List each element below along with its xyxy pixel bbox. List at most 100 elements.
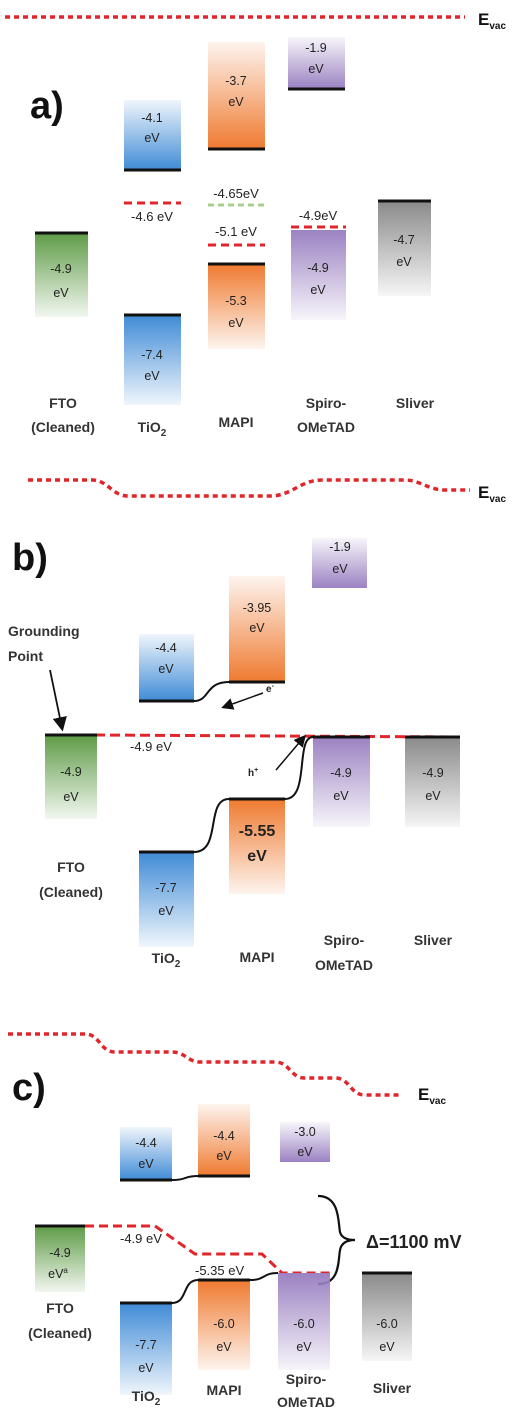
panel-label: a) — [30, 85, 64, 127]
delta-label: Δ=1100 mV — [366, 1232, 462, 1252]
spiro-lumo-unit: eV — [297, 1145, 313, 1159]
tio2-lumo-unit: eV — [144, 131, 160, 145]
spiro-homo-value: -4.9 — [307, 261, 329, 275]
silver-box — [362, 1273, 412, 1361]
tio2-lumo-value: -4.4 — [155, 641, 177, 655]
fermi-level-line — [94, 733, 461, 739]
mapi-fermi-label: -5.1 eV — [215, 224, 257, 239]
spiro-sublabel: OMeTAD — [297, 419, 355, 435]
spiro-fermi-label: -4.9eV — [299, 208, 338, 223]
spiro-homo-value: -4.9 — [330, 766, 352, 780]
mapi-homo-box — [198, 1280, 250, 1370]
spiro-lumo-box — [280, 1122, 330, 1162]
mapi-homo-value: -5.55 — [239, 823, 276, 840]
fto-box — [35, 1226, 85, 1292]
fto-sublabel: (Cleaned) — [39, 884, 103, 900]
tio2-homo-value: -7.7 — [155, 881, 177, 895]
spiro-lumo-box — [288, 37, 345, 89]
panel-label: b) — [12, 537, 48, 579]
fto-unit: eVa — [48, 1266, 68, 1281]
grounding-label: Grounding — [8, 623, 80, 639]
tio2-lumo-box — [124, 100, 181, 170]
silver-value: -4.7 — [393, 233, 415, 247]
mapi-lumo-value: -3.95 — [243, 601, 272, 615]
spiro-lumo-value: -1.9 — [305, 41, 327, 55]
silver-box — [378, 201, 431, 296]
grounding-arrow — [49, 669, 67, 732]
mapi-green-label: -4.65eV — [213, 186, 259, 201]
spiro-homo-box — [313, 737, 370, 827]
spiro-homo-value: -6.0 — [293, 1317, 315, 1331]
silver-value: -4.9 — [422, 766, 444, 780]
spiro-homo-unit: eV — [310, 283, 326, 297]
mapi-label: MAPI — [240, 949, 275, 965]
spiro-lumo-value: -3.0 — [294, 1125, 316, 1139]
mapi-lumo-box — [229, 576, 285, 682]
fto-value: -4.9 — [60, 765, 82, 779]
evac-label: Evac — [478, 483, 506, 505]
mapi-homo-box — [229, 799, 285, 894]
tio2-lumo-unit: eV — [138, 1157, 154, 1171]
tio2-lumo-unit: eV — [158, 662, 174, 676]
mapi-label: MAPI — [207, 1382, 242, 1398]
panel-b: Evac b) Grounding Point -1.9 eV -3.95 eV… — [8, 478, 506, 973]
spiro-lumo-unit: eV — [332, 562, 348, 576]
spiro-lumo-box — [312, 538, 367, 588]
vacuum-level-line — [28, 478, 470, 498]
evac-label: Evac — [418, 1085, 446, 1107]
spiro-homo-box — [291, 230, 346, 320]
spiro-label: Spiro- — [324, 932, 365, 948]
spiro-homo-unit: eV — [296, 1340, 312, 1354]
tio2-lumo-value: -4.1 — [141, 111, 163, 125]
fto-sublabel: (Cleaned) — [28, 1325, 92, 1341]
spiro-lumo-value: -1.9 — [329, 540, 351, 554]
tio2-homo-box — [124, 315, 181, 405]
hole-arrow — [275, 734, 306, 771]
fto-label: FTO — [57, 859, 85, 875]
tio2-label: TiO2 — [152, 950, 181, 970]
mapi-lumo-unit: eV — [249, 621, 265, 635]
fto-value: -4.9 — [49, 1246, 71, 1260]
tio2-label: TiO2 — [132, 1388, 161, 1408]
spiro-lumo-unit: eV — [308, 62, 324, 76]
tio2-homo-box — [120, 1303, 172, 1395]
spiro-label: Spiro- — [286, 1371, 327, 1387]
hole-label: h+ — [248, 767, 258, 779]
mapi-lumo-box — [208, 42, 265, 149]
mapi-homo-box — [208, 264, 265, 349]
lumo-band-bending — [193, 681, 230, 702]
tio2-lumo-value: -4.4 — [135, 1136, 157, 1150]
spiro-homo-box — [278, 1273, 330, 1370]
vacuum-level-line — [8, 1032, 400, 1097]
tio2-homo-unit: eV — [144, 369, 160, 383]
mapi-homo-value: -5.3 — [225, 294, 247, 308]
fto-box — [45, 735, 97, 819]
mapi-homo-value: -6.0 — [213, 1317, 235, 1331]
silver-unit: eV — [379, 1340, 395, 1354]
electron-arrow — [221, 692, 264, 710]
panel-a: Evac a) -4.1 eV -3.7 eV -1.9 eV -4.6 eV … — [5, 10, 506, 439]
tio2-homo-box — [139, 852, 194, 947]
homo-band-bending — [171, 1272, 279, 1304]
fto-sublabel: (Cleaned) — [31, 419, 95, 435]
mapi-homo-unit: eV — [228, 316, 244, 330]
mapi-label: MAPI — [219, 414, 254, 430]
mapi-lumo-value: -4.4 — [213, 1129, 235, 1143]
mapi-lumo-unit: eV — [228, 95, 244, 109]
tio2-fermi-label: -4.6 eV — [131, 209, 173, 224]
tio2-homo-value: -7.7 — [135, 1338, 157, 1352]
tio2-lumo-box — [139, 634, 194, 701]
tio2-homo-unit: eV — [158, 904, 174, 918]
silver-box — [405, 737, 460, 827]
fermi-label: -4.9 eV — [130, 739, 172, 754]
fto-label: FTO — [49, 395, 77, 411]
tio2-homo-unit: eV — [138, 1361, 154, 1375]
fermi-label-2: -5.35 eV — [195, 1263, 244, 1278]
fto-label: FTO — [46, 1300, 74, 1316]
silver-label: Sliver — [373, 1380, 412, 1396]
delta-brace — [317, 1194, 356, 1286]
silver-unit: eV — [396, 255, 412, 269]
homo-band-bending — [193, 736, 314, 853]
spiro-sublabel: OMeTAD — [315, 957, 373, 973]
